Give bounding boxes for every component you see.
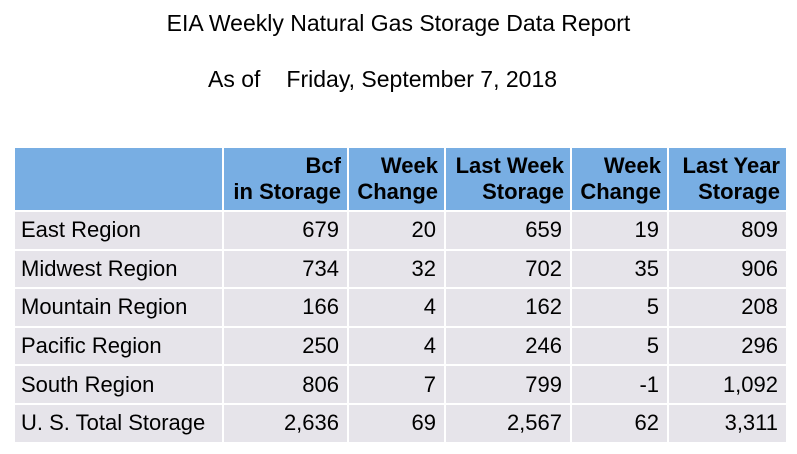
as-of-label: As of bbox=[208, 66, 261, 92]
header-last-year-storage: Last Year Storage bbox=[669, 148, 786, 212]
week-change-cell: 4 bbox=[349, 327, 446, 367]
storage-table: Bcf in Storage Week Change Last Week Storag… bbox=[15, 148, 786, 444]
report-title: EIA Weekly Natural Gas Storage Data Repo… bbox=[166, 10, 631, 36]
week-change-cell: 32 bbox=[349, 250, 446, 290]
header-last-week-change: Week Change bbox=[572, 148, 669, 212]
last-year-storage-cell: 208 bbox=[669, 289, 786, 328]
bcf-in-storage-cell: 679 bbox=[224, 212, 349, 251]
last-week-change-cell: -1 bbox=[572, 366, 669, 405]
last-week-storage-cell: 799 bbox=[446, 366, 572, 405]
header-last-week-storage: Last Week Storage bbox=[446, 148, 572, 212]
bcf-in-storage-cell: 2,636 bbox=[224, 404, 349, 444]
report-date-line: As of Friday, September 7, 2018 bbox=[208, 66, 557, 93]
table-row: East Region 679 20 659 19 809 bbox=[15, 212, 786, 251]
week-change-cell: 4 bbox=[349, 289, 446, 328]
last-week-storage-cell: 659 bbox=[446, 212, 572, 251]
bcf-in-storage-cell: 734 bbox=[224, 250, 349, 290]
last-week-change-cell: 19 bbox=[572, 212, 669, 251]
header-bcf-in-storage: Bcf in Storage bbox=[224, 148, 349, 212]
last-week-storage-cell: 162 bbox=[446, 289, 572, 328]
last-year-storage-cell: 3,311 bbox=[669, 404, 786, 444]
region-name: Pacific Region bbox=[15, 327, 224, 367]
region-name: East Region bbox=[15, 212, 224, 251]
region-name: Midwest Region bbox=[15, 250, 224, 290]
table-row-total: U. S. Total Storage 2,636 69 2,567 62 3,… bbox=[15, 404, 786, 444]
last-year-storage-cell: 296 bbox=[669, 327, 786, 367]
bcf-in-storage-cell: 166 bbox=[224, 289, 349, 328]
last-week-storage-cell: 246 bbox=[446, 327, 572, 367]
last-year-storage-cell: 1,092 bbox=[669, 366, 786, 405]
region-name: Mountain Region bbox=[15, 289, 224, 328]
region-name: South Region bbox=[15, 366, 224, 405]
region-name: U. S. Total Storage bbox=[15, 404, 224, 444]
last-year-storage-cell: 906 bbox=[669, 250, 786, 290]
last-week-change-cell: 62 bbox=[572, 404, 669, 444]
last-week-change-cell: 35 bbox=[572, 250, 669, 290]
table-header-row: Bcf in Storage Week Change Last Week Storag… bbox=[15, 148, 786, 212]
last-week-change-cell: 5 bbox=[572, 327, 669, 367]
week-change-cell: 7 bbox=[349, 366, 446, 405]
last-week-storage-cell: 2,567 bbox=[446, 404, 572, 444]
header-region bbox=[15, 148, 224, 212]
week-change-cell: 20 bbox=[349, 212, 446, 251]
last-week-storage-cell: 702 bbox=[446, 250, 572, 290]
header-week-change: Week Change bbox=[349, 148, 446, 212]
bcf-in-storage-cell: 250 bbox=[224, 327, 349, 367]
table-row: Midwest Region 734 32 702 35 906 bbox=[15, 250, 786, 290]
report-date: Friday, September 7, 2018 bbox=[286, 66, 558, 92]
last-week-change-cell: 5 bbox=[572, 289, 669, 328]
week-change-cell: 69 bbox=[349, 404, 446, 444]
table-row: Pacific Region 250 4 246 5 296 bbox=[15, 327, 786, 367]
table-row: South Region 806 7 799 -1 1,092 bbox=[15, 366, 786, 405]
table-row: Mountain Region 166 4 162 5 208 bbox=[15, 289, 786, 328]
bcf-in-storage-cell: 806 bbox=[224, 366, 349, 405]
last-year-storage-cell: 809 bbox=[669, 212, 786, 251]
